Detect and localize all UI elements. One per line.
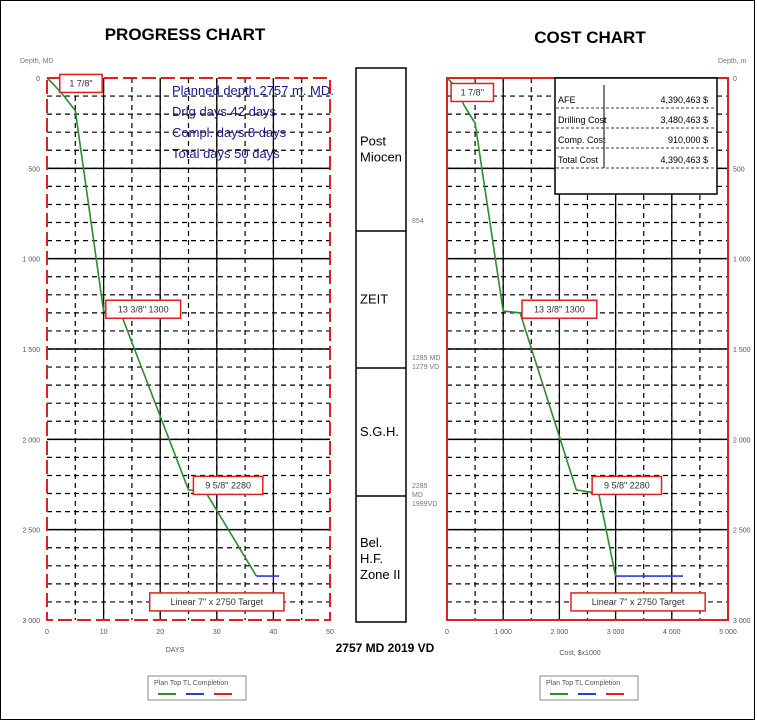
formation-depth-label: MD	[412, 492, 423, 499]
cost-legend: Plan Top TL Completion	[539, 675, 639, 701]
progress-legend: Plan Top TL Completion	[147, 675, 247, 701]
cost-table: AFE 4,390,463 $ Drilling Cost 3,480,463 $ Co…	[554, 77, 718, 195]
cost-ylabel: Depth, m	[718, 58, 747, 65]
formation-label: H.F.	[360, 551, 383, 566]
table-label: Total Cost	[558, 155, 599, 165]
legend-label: Plan Top TL Completion	[546, 680, 620, 687]
x-tick-label: 0	[45, 629, 49, 636]
cost-xlabel: Cost, $x1000	[559, 650, 600, 657]
info-line: Drlg days 42 days	[172, 104, 277, 119]
y-tick-label: 3 000	[733, 618, 751, 625]
y-tick-label: 1 000	[733, 257, 751, 264]
annotation-label: 13 3/8" 1300	[118, 304, 169, 314]
progress-ylabel: Depth, MD	[20, 58, 53, 65]
annotation-label: 1 7/8"	[69, 78, 92, 88]
annotation-box	[450, 82, 495, 103]
annotation-label: 9 5/8" 2280	[205, 480, 251, 490]
x-tick-label: 5 000	[719, 629, 737, 636]
formation-label: Post	[360, 134, 386, 149]
formation-depth-label: 1285 MD	[412, 355, 440, 362]
annotation-box	[105, 299, 182, 320]
bottom-depth-label: 2757 MD 2019 VD	[336, 641, 435, 655]
x-tick-label: 4 000	[663, 629, 681, 636]
formation-depth-label: 854	[412, 218, 424, 225]
progress-chart: 0 500 1 000 1 500 2 000 2 500 3 000 0 10 20 30 40 50…	[22, 73, 334, 636]
annotation-label: 9 5/8" 2280	[604, 480, 650, 490]
legend-frame	[147, 675, 247, 701]
formation-label: Miocen	[360, 150, 402, 165]
progress-chart-title: PROGRESS CHART	[105, 25, 266, 44]
x-tick-label: 10	[100, 629, 108, 636]
y-tick-label: 3 000	[22, 618, 40, 625]
annotation-box	[192, 475, 264, 496]
y-tick-label: 500	[733, 166, 745, 173]
annotation-box	[521, 299, 598, 320]
x-tick-label: 1 000	[494, 629, 512, 636]
info-line: Compl. days 8 days	[172, 125, 287, 140]
y-tick-label: 1 500	[22, 347, 40, 354]
annotation-box	[591, 475, 663, 496]
formation-label: Zone II	[360, 567, 400, 582]
table-frame	[554, 77, 718, 195]
x-tick-label: 50	[326, 629, 334, 636]
x-tick-label: 20	[156, 629, 164, 636]
y-tick-label: 2 000	[733, 437, 751, 444]
cost-chart: 0 500 1 000 1 500 2 000 2 500 3 000 0 1 000 2 000…	[445, 76, 751, 636]
table-value: 910,000 $	[668, 135, 708, 145]
y-tick-label: 0	[733, 76, 737, 83]
info-line: Total days 50 days	[172, 146, 280, 161]
formation-depth-label: 2285	[412, 483, 428, 490]
formation-depth-label: 1999VD	[412, 501, 437, 508]
table-label: Drilling Cost	[558, 115, 607, 125]
annotation-box	[59, 73, 103, 94]
table-value: 4,390,463 $	[660, 95, 708, 105]
formation-label: Bel.	[360, 535, 382, 550]
table-label: AFE	[558, 95, 576, 105]
table-value: 3,480,463 $	[660, 115, 708, 125]
table-value: 4,390,463 $	[660, 155, 708, 165]
x-tick-label: 0	[445, 629, 449, 636]
y-tick-label: 2 000	[22, 437, 40, 444]
y-tick-label: 1 000	[22, 257, 40, 264]
y-tick-label: 1 500	[733, 347, 751, 354]
annotation-box	[570, 592, 706, 612]
formation-frame	[355, 67, 407, 623]
annotation-label: Linear 7" x 2750 Target	[171, 597, 264, 607]
annotation-box	[148, 592, 285, 612]
progress-info: Planned depth 2757 m. MD. Drlg days 42 da…	[172, 83, 334, 161]
cost-chart-title: COST CHART	[534, 28, 646, 47]
x-tick-label: 30	[213, 629, 221, 636]
legend-label: Plan Top TL Completion	[154, 680, 228, 687]
annotation-label: Linear 7" x 2750 Target	[592, 597, 685, 607]
plot-frame	[46, 77, 331, 621]
x-tick-label: 40	[270, 629, 278, 636]
y-tick-label: 2 500	[22, 528, 40, 535]
y-tick-label: 500	[28, 166, 40, 173]
formation-label: ZEIT	[360, 292, 388, 307]
annotation-label: 1 7/8"	[461, 87, 484, 97]
x-tick-label: 2 000	[551, 629, 569, 636]
formation-depth-label: 1279 VD	[412, 364, 439, 371]
info-line: Planned depth 2757 m. MD.	[172, 83, 334, 98]
x-tick-label: 3 000	[607, 629, 625, 636]
legend-frame	[539, 675, 639, 701]
annotation-label: 13 3/8" 1300	[534, 304, 585, 314]
progress-xlabel: DAYS	[166, 647, 185, 654]
y-tick-label: 2 500	[733, 528, 751, 535]
formation-label: S.G.H.	[360, 424, 399, 439]
table-label: Comp. Cost	[558, 135, 606, 145]
y-tick-label: 0	[36, 76, 40, 83]
